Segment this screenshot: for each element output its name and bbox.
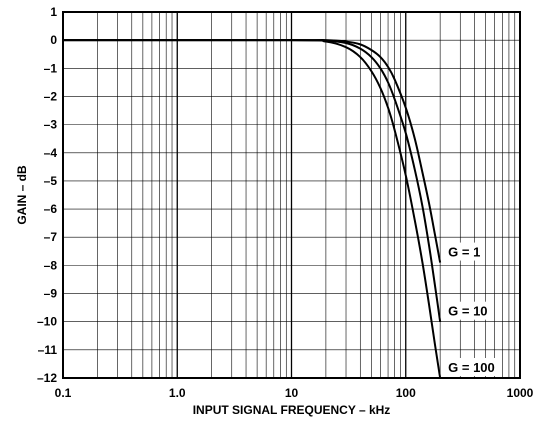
x-tick-label: 10 [285, 386, 299, 400]
x-tick-label: 0.1 [55, 386, 72, 400]
y-tick-label: –3 [44, 118, 58, 132]
curves [62, 39, 442, 379]
y-axis-label: GAIN – dB [15, 165, 29, 225]
y-tick-labels: 1 0 –1 –2 –3 –4 –5 –6 –7 –8 –9 –10 –11 –12 [37, 5, 57, 385]
series-labels: G = 1 G = 10 G = 100 [444, 242, 499, 376]
x-tick-labels: 0.1 1.0 10 100 1000 [55, 386, 534, 400]
series-label-background [444, 358, 499, 376]
y-tick-label: –2 [44, 89, 58, 103]
series-label: G = 10 [448, 304, 487, 319]
x-tick-label: 1.0 [169, 386, 186, 400]
series-line [62, 39, 442, 379]
y-tick-label: –11 [38, 343, 58, 357]
y-tick-label: –6 [44, 202, 58, 216]
y-tick-label: –5 [44, 174, 58, 188]
series-label: G = 100 [448, 360, 495, 375]
series-label: G = 1 [448, 245, 480, 260]
grid [62, 11, 520, 379]
y-tick-label: –12 [37, 371, 57, 385]
y-tick-label: –4 [44, 146, 58, 160]
y-tick-label: –1 [44, 61, 58, 75]
plot-frame [62, 11, 521, 379]
y-tick-label: –9 [44, 287, 58, 301]
y-tick-label: –7 [44, 230, 58, 244]
x-axis-label: INPUT SIGNAL FREQUENCY – kHz [193, 403, 391, 417]
series-label-background [444, 301, 492, 320]
x-tick-label: 100 [396, 386, 416, 400]
y-tick-label: –8 [44, 258, 58, 272]
y-tick-label: 1 [50, 5, 57, 19]
y-tick-label: 0 [50, 33, 57, 47]
x-tick-label: 1000 [507, 386, 534, 400]
y-tick-label: –10 [37, 315, 57, 329]
series-label-background [444, 242, 485, 261]
